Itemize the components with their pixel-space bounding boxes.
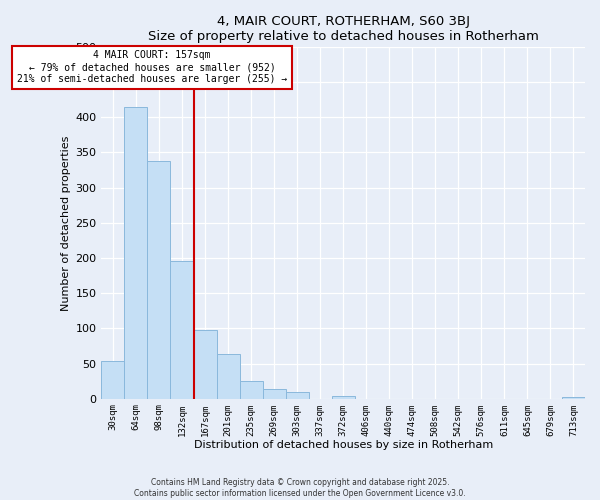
Bar [124, 108, 148, 399]
Bar [332, 396, 355, 398]
Bar [101, 360, 124, 399]
Text: Contains HM Land Registry data © Crown copyright and database right 2025.
Contai: Contains HM Land Registry data © Crown c… [134, 478, 466, 498]
Bar [148, 161, 170, 398]
Bar [286, 392, 308, 398]
Y-axis label: Number of detached properties: Number of detached properties [61, 135, 71, 310]
Bar [239, 381, 263, 398]
X-axis label: Distribution of detached houses by size in Rotherham: Distribution of detached houses by size … [194, 440, 493, 450]
Bar [170, 261, 194, 398]
Bar [263, 389, 286, 398]
Title: 4, MAIR COURT, ROTHERHAM, S60 3BJ
Size of property relative to detached houses i: 4, MAIR COURT, ROTHERHAM, S60 3BJ Size o… [148, 15, 539, 43]
Bar [194, 330, 217, 398]
Bar [217, 354, 239, 399]
Text: 4 MAIR COURT: 157sqm
← 79% of detached houses are smaller (952)
21% of semi-deta: 4 MAIR COURT: 157sqm ← 79% of detached h… [17, 50, 287, 84]
